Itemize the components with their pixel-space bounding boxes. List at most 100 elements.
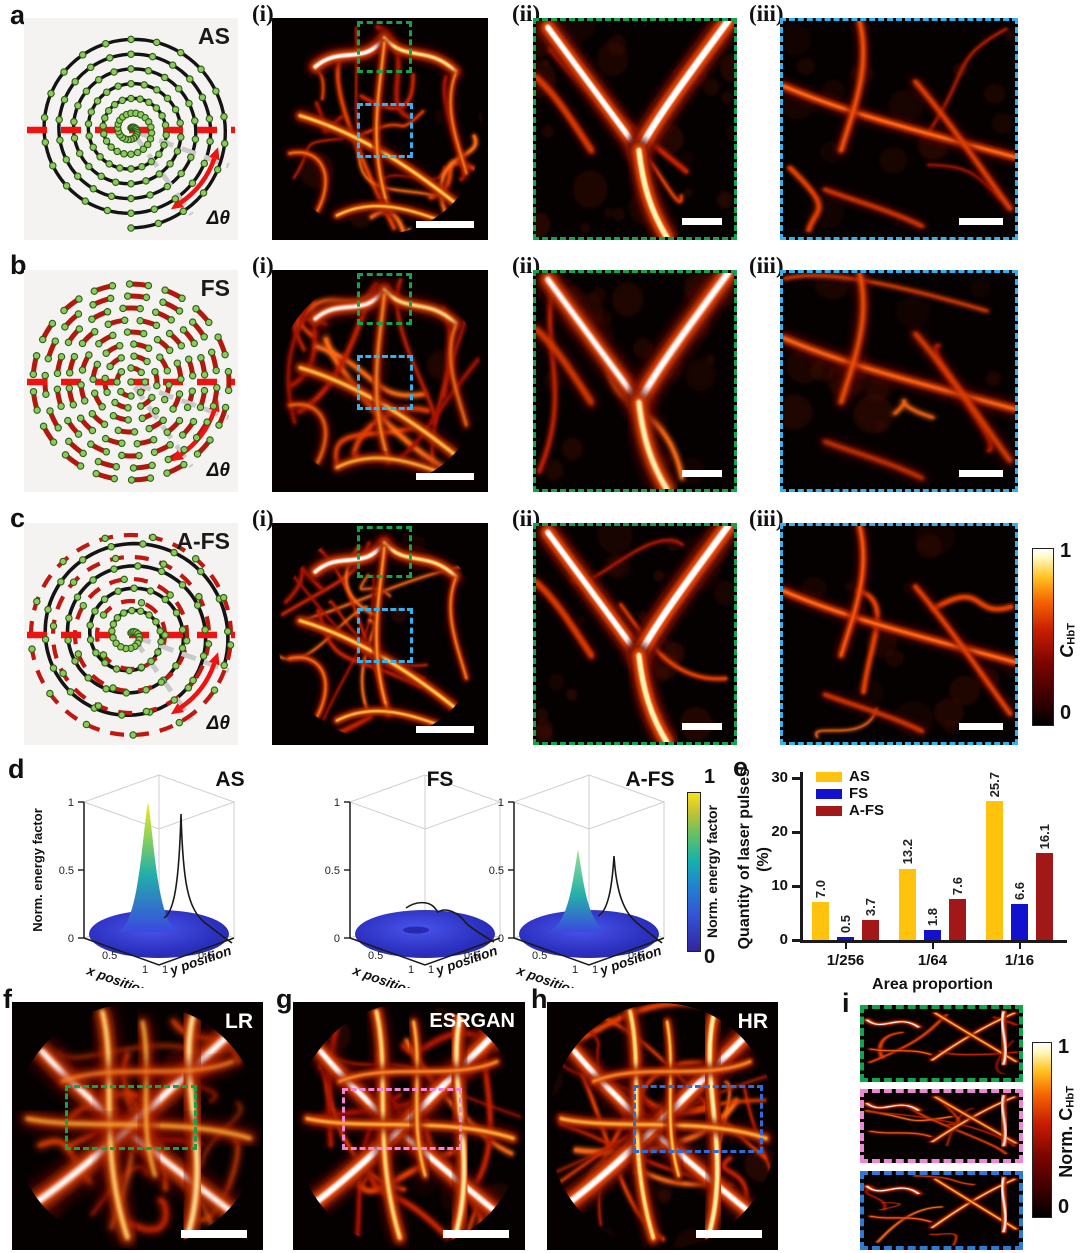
chbt-colorbar (1032, 548, 1054, 726)
delta-theta-label: Δθ (206, 713, 230, 734)
row-b-zoom-blue (780, 270, 1018, 492)
scale-bar (682, 470, 722, 477)
row-a-sub-i-label: (i) (252, 1, 274, 26)
e-y-tick-label: 10 (771, 877, 788, 894)
delta-theta-label: Δθ (206, 460, 230, 481)
lr-image: LR (12, 1002, 263, 1250)
scale-bar (181, 1230, 247, 1238)
chbt-colorbar-max: 1 (1060, 540, 1072, 562)
energy-colorbar-min: 0 (704, 946, 716, 968)
row-c-vascular-image (272, 523, 488, 745)
svg-text:1: 1 (162, 964, 168, 976)
row-a-sub-iii-label: (iii) (749, 1, 784, 26)
row-c-sub-i-label: (i) (252, 506, 274, 531)
energy-colorbar-max: 1 (704, 766, 716, 788)
e-legend-item: A-FS (816, 803, 884, 818)
pattern-svg (27, 35, 235, 232)
e-x-tick (844, 942, 847, 949)
panel-h-label: h (531, 984, 548, 1014)
e-y-tick-label: 0 (779, 931, 788, 948)
e-category-label: 1/16 (1004, 952, 1035, 969)
bar-A-FS-1-256 (862, 920, 879, 940)
lr-tag: LR (225, 1010, 253, 1033)
svg-text:0.5: 0.5 (325, 865, 340, 877)
row-c-zoom-blue (780, 523, 1018, 745)
bar-value-label: 7.0 (812, 880, 828, 899)
svg-text:0: 0 (498, 933, 504, 945)
method-label-afs: A-FS (176, 528, 230, 554)
scale-bar (416, 473, 474, 480)
svg-text:1: 1 (428, 964, 434, 976)
e-legend: AS FS A-FS (816, 769, 884, 818)
panel-g-label: g (276, 984, 293, 1014)
bar-FS-1-16 (1011, 904, 1028, 940)
e-y-tick-label: 30 (771, 769, 788, 786)
bar-value-label: 0.5 (837, 915, 853, 934)
pattern-svg (27, 280, 235, 484)
bar-value-label: 6.6 (1011, 882, 1027, 901)
svg-text:0.5: 0.5 (532, 950, 547, 962)
energy-colorbar (687, 792, 701, 952)
surface-title-afs: A-FS (625, 768, 675, 791)
surface-title-as: AS (215, 768, 245, 791)
laser-pulse-bar-chart: 0 10 20 30 1/256 7.0 0.5 3.7 1/64 13.2 1.8 7.6 1/16 2… (730, 754, 1080, 999)
scale-bar (416, 726, 474, 733)
e-ylabel: Quantity of laser pulses (%) (736, 768, 772, 950)
e-y-tick (792, 939, 800, 942)
scale-bar (959, 470, 1003, 477)
e-xlabel: Area proportion (872, 976, 993, 993)
scale-bar (696, 1230, 762, 1238)
panel-b-label: b (10, 250, 27, 280)
e-y-tick (792, 777, 800, 780)
esrgan-image: ESRGAN (293, 1002, 525, 1250)
svg-text:Norm. energy factor: Norm. energy factor (30, 808, 45, 932)
surface-plot-afs: 1 0.5 0 0.5 1 1 0.5 x position y position (452, 766, 682, 999)
svg-text:0: 0 (68, 933, 74, 945)
chbt-colorbar-title: CHbT (1056, 622, 1078, 658)
surface-plot-fs: 1 0.5 0 0.5 1 1 0.5 x position y position (288, 766, 518, 999)
e-x-tick (1018, 942, 1021, 949)
panel-e-label: e (733, 752, 749, 782)
svg-text:1: 1 (142, 964, 148, 976)
e-y-tick (792, 831, 800, 834)
pattern-svg (27, 532, 235, 739)
norm-chbt-colorbar-max: 1 (1058, 1036, 1070, 1058)
svg-text:x position: x position (84, 962, 150, 988)
surface-plot-as: 1 0.5 0 0.5 1 1 0.5 x position y position Norm. e… (22, 766, 252, 999)
e-category-label: 1/256 (826, 952, 865, 969)
row-a-zoom-green (533, 18, 737, 240)
scale-bar (959, 218, 1003, 225)
svg-text:1: 1 (572, 964, 578, 976)
panel-d-label: d (8, 754, 25, 784)
svg-text:0.5: 0.5 (628, 950, 643, 962)
hr-image: HR (547, 1002, 778, 1250)
row-c-sub-iii-label: (iii) (749, 506, 784, 531)
bar-value-label: 16.1 (1036, 823, 1052, 850)
blue-roi-box (357, 608, 413, 663)
svg-text:0.5: 0.5 (198, 950, 213, 962)
row-b-sub-iii-label: (iii) (749, 253, 784, 278)
legend-label: FS (849, 785, 869, 802)
hr-tag: HR (737, 1010, 768, 1033)
row-b-vascular-image (272, 270, 488, 492)
svg-text:0.5: 0.5 (59, 865, 74, 877)
legend-swatch (816, 788, 842, 799)
norm-chbt-colorbar-min: 0 (1058, 1196, 1070, 1218)
scale-bar (682, 723, 722, 730)
green-roi-box (65, 1085, 197, 1150)
e-legend-item: FS (816, 786, 884, 801)
esrgan-tag: ESRGAN (429, 1010, 515, 1032)
e-x-axis (800, 940, 1067, 943)
panel-c-label: c (10, 503, 26, 533)
green-roi-box (357, 526, 412, 578)
row-a-zoom-blue (780, 18, 1018, 240)
green-roi-box (357, 21, 412, 73)
e-y-tick-label: 20 (771, 823, 788, 840)
scale-bar (682, 218, 722, 225)
row-a-vascular-image (272, 18, 488, 240)
norm-chbt-colorbar (1032, 1042, 1052, 1218)
legend-swatch (816, 805, 842, 816)
svg-text:1: 1 (498, 797, 504, 809)
svg-text:x position: x position (514, 962, 580, 988)
